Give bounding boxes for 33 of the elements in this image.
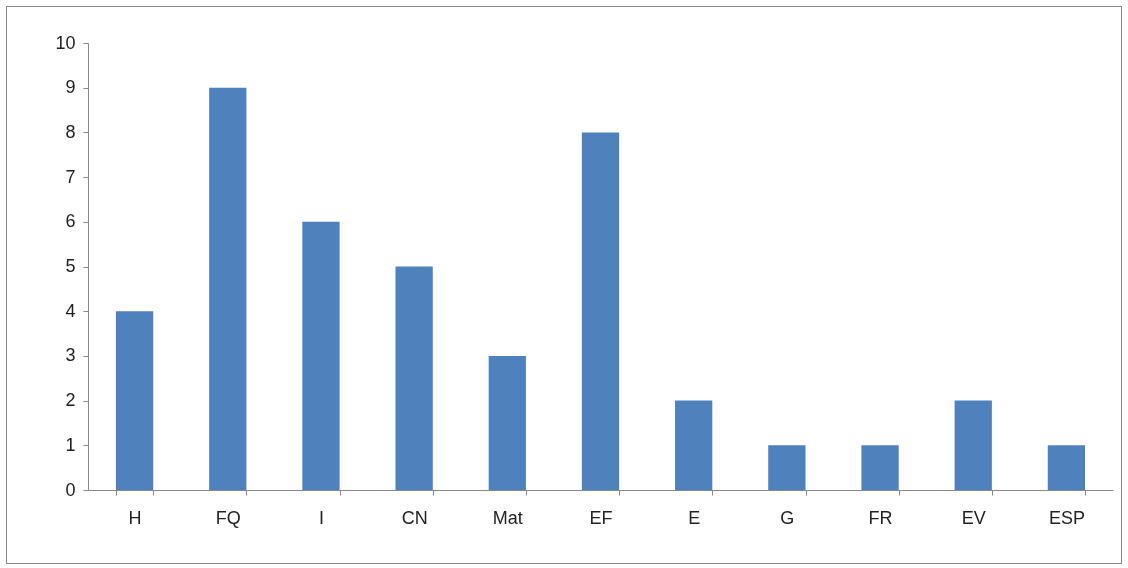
bar [581,132,620,490]
y-tick-label: 9 [65,77,76,98]
x-tick-label: FQ [215,507,241,528]
bar [954,400,992,490]
bar [1047,445,1086,490]
bar [861,445,899,490]
bar [395,266,433,490]
x-tick-label: CN [401,507,428,528]
y-tick-label: 2 [65,390,76,411]
y-tick-label: 7 [65,166,76,187]
x-tick-label: EF [589,507,613,528]
x-tick-label: I [318,507,324,528]
x-tick-label: G [780,507,795,528]
x-tick-label: H [128,507,142,528]
y-tick-label: 6 [65,211,76,232]
x-tick-label: EV [961,507,986,528]
bar [209,87,247,490]
bar [115,311,154,490]
x-tick-label: Mat [492,507,523,528]
y-tick-label: 0 [65,479,76,500]
x-tick-label: E [688,507,701,528]
y-tick-label: 5 [65,256,76,276]
x-tick-label: ESP [1048,507,1085,528]
bar [675,400,713,490]
bar [768,445,806,490]
bar [488,355,526,490]
x-tick-label: FR [868,507,893,528]
y-tick-label: 3 [65,345,76,366]
bar [302,221,340,490]
y-tick-label: 1 [65,434,76,455]
y-tick-label: 4 [65,300,76,321]
y-tick-label: 10 [55,32,76,53]
y-tick-label: 8 [65,121,76,142]
